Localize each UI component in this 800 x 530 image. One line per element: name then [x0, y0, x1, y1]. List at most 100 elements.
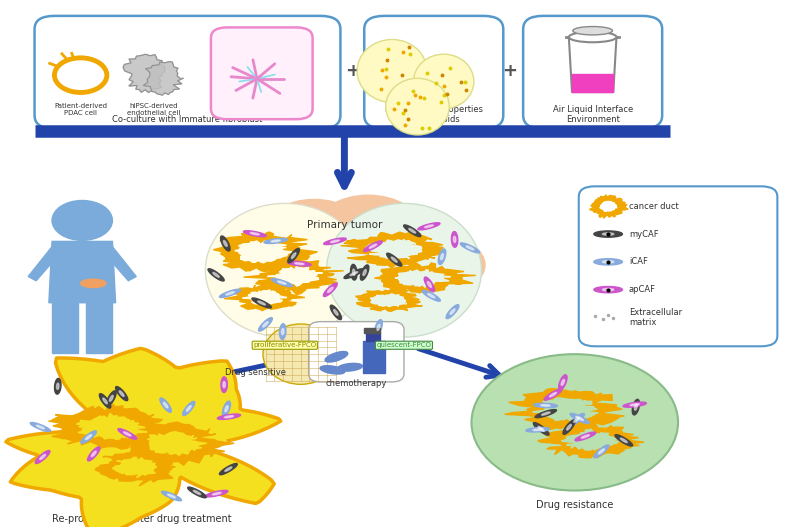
- Circle shape: [402, 238, 485, 292]
- Polygon shape: [374, 263, 476, 295]
- Polygon shape: [147, 431, 207, 455]
- Polygon shape: [54, 378, 61, 394]
- Polygon shape: [208, 269, 224, 281]
- Polygon shape: [602, 288, 614, 291]
- Polygon shape: [219, 464, 238, 475]
- Polygon shape: [206, 490, 228, 497]
- Ellipse shape: [569, 32, 617, 42]
- Polygon shape: [338, 364, 362, 371]
- Polygon shape: [40, 454, 46, 460]
- FancyBboxPatch shape: [309, 322, 404, 382]
- Polygon shape: [126, 422, 234, 465]
- Polygon shape: [576, 417, 583, 420]
- Circle shape: [471, 354, 678, 490]
- Polygon shape: [282, 329, 284, 335]
- Polygon shape: [454, 236, 456, 243]
- Polygon shape: [330, 305, 342, 320]
- Polygon shape: [353, 269, 355, 276]
- Polygon shape: [558, 375, 567, 390]
- Polygon shape: [572, 74, 614, 92]
- Polygon shape: [258, 317, 272, 331]
- Polygon shape: [422, 290, 440, 301]
- Polygon shape: [225, 405, 228, 412]
- Polygon shape: [544, 389, 562, 400]
- Polygon shape: [224, 416, 234, 418]
- Text: apCAF: apCAF: [629, 285, 656, 294]
- Text: iCAF: iCAF: [629, 258, 648, 267]
- Polygon shape: [602, 233, 614, 235]
- Text: Easy-to-fuse properties
of spheroids: Easy-to-fuse properties of spheroids: [385, 105, 482, 125]
- Polygon shape: [213, 272, 219, 277]
- Polygon shape: [76, 413, 147, 439]
- Polygon shape: [99, 394, 110, 408]
- Bar: [364, 329, 380, 333]
- Polygon shape: [106, 391, 116, 406]
- Circle shape: [370, 213, 465, 276]
- FancyBboxPatch shape: [34, 16, 341, 129]
- Polygon shape: [81, 431, 97, 444]
- Polygon shape: [594, 259, 622, 265]
- Text: hiPSC-derived
endothelial cell: hiPSC-derived endothelial cell: [127, 103, 181, 116]
- Polygon shape: [262, 322, 268, 327]
- Polygon shape: [252, 298, 271, 308]
- Polygon shape: [602, 261, 614, 263]
- Polygon shape: [271, 279, 293, 287]
- Polygon shape: [344, 269, 364, 278]
- Polygon shape: [95, 449, 175, 486]
- Polygon shape: [279, 324, 286, 339]
- Text: Primary tumor: Primary tumor: [306, 219, 382, 229]
- FancyBboxPatch shape: [523, 16, 662, 129]
- Polygon shape: [291, 253, 296, 259]
- Polygon shape: [49, 241, 115, 303]
- Polygon shape: [581, 435, 590, 438]
- Polygon shape: [615, 435, 633, 446]
- Polygon shape: [194, 490, 201, 494]
- Polygon shape: [226, 292, 234, 295]
- Polygon shape: [594, 231, 622, 237]
- Polygon shape: [561, 379, 565, 385]
- Text: Extracellular
matrix: Extracellular matrix: [629, 308, 682, 327]
- Polygon shape: [57, 383, 59, 390]
- Text: Patient-derived
PDAC cell: Patient-derived PDAC cell: [54, 103, 107, 116]
- Text: Drug resistance: Drug resistance: [536, 500, 614, 510]
- Ellipse shape: [357, 40, 427, 102]
- Polygon shape: [221, 377, 227, 393]
- Polygon shape: [409, 228, 416, 233]
- Polygon shape: [441, 254, 443, 260]
- Polygon shape: [223, 382, 226, 388]
- Polygon shape: [214, 232, 318, 272]
- Polygon shape: [224, 284, 305, 311]
- Polygon shape: [123, 432, 131, 436]
- Polygon shape: [167, 494, 175, 498]
- Circle shape: [214, 241, 293, 294]
- Polygon shape: [278, 281, 286, 284]
- Polygon shape: [86, 303, 113, 353]
- Polygon shape: [466, 246, 474, 250]
- Polygon shape: [535, 410, 557, 418]
- Polygon shape: [324, 238, 346, 244]
- Circle shape: [213, 255, 289, 306]
- Polygon shape: [404, 225, 421, 236]
- Polygon shape: [526, 428, 550, 432]
- Polygon shape: [160, 398, 171, 412]
- Text: proliferative-FPCO: proliferative-FPCO: [254, 342, 316, 348]
- Polygon shape: [632, 400, 639, 415]
- Polygon shape: [271, 240, 280, 242]
- Polygon shape: [600, 201, 617, 211]
- Polygon shape: [446, 305, 459, 319]
- Polygon shape: [243, 231, 266, 237]
- Polygon shape: [218, 414, 241, 419]
- Polygon shape: [52, 303, 78, 353]
- Polygon shape: [563, 420, 575, 434]
- Polygon shape: [460, 243, 480, 253]
- Polygon shape: [620, 438, 627, 443]
- Polygon shape: [594, 287, 622, 293]
- Polygon shape: [391, 257, 397, 262]
- Polygon shape: [118, 429, 137, 439]
- Ellipse shape: [573, 26, 613, 35]
- Polygon shape: [294, 263, 304, 264]
- Polygon shape: [188, 487, 206, 498]
- Ellipse shape: [414, 54, 474, 109]
- Polygon shape: [450, 309, 455, 314]
- Text: myCAF: myCAF: [629, 229, 658, 239]
